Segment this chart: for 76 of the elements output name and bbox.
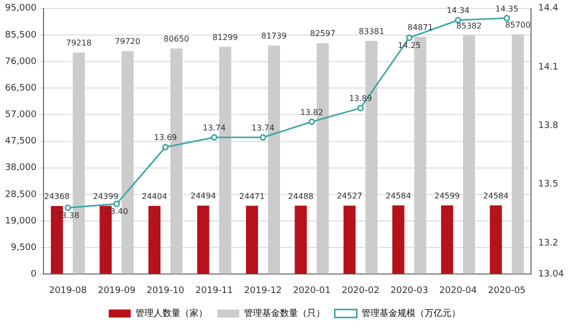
y-tick-label: 19,000: [4, 216, 37, 226]
y2-tick-label: 13.04: [538, 270, 564, 280]
data-label: 13.69: [154, 133, 177, 142]
y2-tick-label: 14.1: [538, 62, 558, 72]
bar: [197, 206, 210, 274]
data-label: 24599: [434, 191, 460, 200]
data-label: 83381: [358, 26, 384, 36]
data-label: 79218: [66, 38, 92, 48]
bar: [463, 35, 476, 274]
data-label: 81739: [261, 32, 287, 41]
y2-tick-label: 14.4: [538, 4, 559, 14]
point: [260, 134, 266, 141]
y2-tick-label: 13.5: [538, 180, 558, 190]
data-label: 14.34: [446, 6, 470, 16]
point: [64, 204, 72, 211]
x-tick-label: 2020-05: [488, 286, 526, 296]
point: [357, 104, 364, 112]
y-tick-label: 76,000: [4, 56, 37, 67]
data-label: 24404: [142, 192, 168, 201]
data-label: 24584: [386, 191, 412, 200]
data-label: 13.82: [300, 108, 324, 117]
point: [454, 16, 462, 24]
data-label: 13.74: [202, 123, 226, 132]
x-tick-label: 2020-02: [342, 286, 380, 296]
y2-tick-label: 13.8: [538, 121, 559, 132]
data-label: 13.74: [252, 123, 274, 132]
bar: [344, 206, 356, 274]
bar: [148, 206, 160, 274]
point: [113, 200, 120, 208]
legend-label: 管理基金规模（万亿元）: [361, 308, 460, 319]
point: [162, 144, 169, 150]
y-tick-label: 47,500: [4, 136, 37, 147]
data-label: 81299: [212, 32, 238, 42]
x-tick-label: 2019-10: [146, 286, 184, 296]
data-label: 24488: [288, 192, 314, 201]
y-tick-label: 38,000: [4, 163, 37, 174]
data-label: 24368: [44, 192, 70, 202]
data-label: 14.35: [495, 4, 518, 14]
data-label: 24399: [92, 192, 118, 202]
y2-tick-label: 13.2: [538, 238, 558, 248]
point: [406, 34, 413, 41]
legend-label: 管理人数量（家）: [135, 308, 208, 319]
data-label: 85382: [456, 21, 482, 30]
x-tick-label: 2019-11: [195, 286, 234, 296]
bar: [246, 206, 258, 274]
y-tick-label: 95,000: [4, 4, 37, 14]
bar: [294, 206, 307, 274]
y-tick-label: 66,500: [4, 83, 37, 94]
x-tick-label: 2020-03: [390, 286, 428, 296]
point: [308, 118, 315, 126]
x-tick-label: 2020-01: [292, 286, 331, 296]
point: [504, 14, 510, 22]
x-tick-label: 2019-09: [98, 286, 136, 296]
bar: [441, 205, 454, 274]
y-tick-label: 0: [30, 270, 37, 280]
x-tick-label: 2019-08: [49, 286, 87, 296]
data-label: 79720: [114, 37, 140, 46]
legend-label: 管理基金数量（只）: [244, 308, 325, 319]
bar: [490, 205, 502, 274]
data-label: 24494: [190, 192, 216, 201]
data-label: 82597: [310, 29, 336, 38]
point: [210, 134, 218, 141]
x-tick-label: 2020-04: [439, 286, 478, 296]
y-tick-label: 28,500: [4, 190, 37, 200]
y-tick-label: 57,000: [4, 110, 37, 120]
data-label: 24471: [239, 192, 265, 201]
y-tick-label: 9,500: [10, 242, 37, 253]
x-tick-label: 2019-12: [244, 286, 282, 296]
data-label: 24584: [483, 191, 509, 200]
bar: [512, 34, 524, 274]
data-label: 24527: [336, 192, 362, 201]
bar: [392, 205, 404, 274]
data-label: 80650: [164, 34, 190, 44]
y-tick-label: 85,500: [4, 30, 37, 40]
data-label: 84871: [408, 22, 433, 32]
data-label: 85700: [505, 20, 531, 30]
